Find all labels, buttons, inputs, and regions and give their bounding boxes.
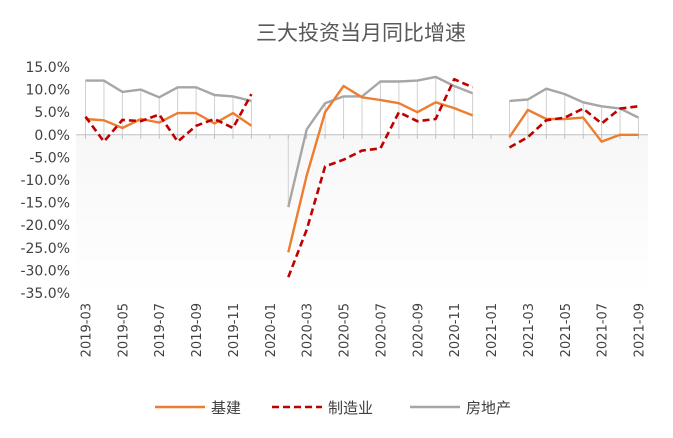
x-tick-label: 2019-03 bbox=[80, 303, 95, 357]
y-tick-label: -15.0% bbox=[20, 196, 70, 212]
y-tick-label: 10.0% bbox=[26, 83, 70, 99]
x-tick-label: 2020-09 bbox=[411, 303, 426, 357]
series-line-2 bbox=[287, 75, 474, 208]
y-tick-label: 15.0% bbox=[26, 60, 70, 76]
chart-title: 三大投资当月同比增速 bbox=[256, 21, 466, 45]
y-tick-label: -30.0% bbox=[20, 263, 70, 279]
legend-label: 房地产 bbox=[466, 399, 511, 417]
y-tick-label: -35.0% bbox=[20, 286, 70, 302]
y-tick-label: -20.0% bbox=[20, 218, 70, 234]
x-tick-label: 2020-07 bbox=[374, 303, 389, 357]
x-tick-label: 2019-07 bbox=[153, 303, 168, 357]
x-tick-label: 2021-07 bbox=[596, 303, 611, 357]
series-line-0 bbox=[85, 111, 253, 130]
series-line-1 bbox=[508, 105, 639, 149]
x-tick-label: 2020-05 bbox=[338, 303, 353, 357]
y-tick-label: -5.0% bbox=[29, 150, 70, 166]
legend-label: 基建 bbox=[211, 399, 241, 417]
y-tick-label: -10.0% bbox=[20, 173, 70, 189]
series-line-2 bbox=[85, 79, 252, 103]
plot-background bbox=[76, 134, 648, 293]
series-line-0 bbox=[508, 108, 639, 143]
series-line-0 bbox=[287, 84, 474, 253]
series-line-1 bbox=[84, 93, 253, 143]
x-tick-label: 2019-11 bbox=[227, 303, 242, 357]
series-line-1 bbox=[287, 77, 474, 278]
series-layer bbox=[84, 75, 640, 278]
x-tick-label: 2020-01 bbox=[264, 303, 279, 357]
below-zero-fill bbox=[76, 134, 648, 293]
series-line-2 bbox=[509, 87, 640, 119]
x-tick-label: 2021-01 bbox=[485, 303, 500, 357]
drop-lines bbox=[85, 76, 639, 208]
x-tick-label: 2020-11 bbox=[448, 303, 463, 357]
x-tick-label: 2020-03 bbox=[301, 303, 316, 357]
x-tick-label: 2021-03 bbox=[522, 303, 537, 357]
x-tick-label: 2021-05 bbox=[559, 303, 574, 357]
y-tick-label: 0.0% bbox=[34, 128, 70, 144]
axes: -35.0% -30.0% -25.0% -20.0% -15.0% -10.0% -5.0… bbox=[20, 60, 648, 357]
x-tick-label: 2019-09 bbox=[190, 303, 205, 357]
legend-label: 制造业 bbox=[328, 399, 373, 417]
x-tick-label: 2021-09 bbox=[633, 303, 648, 357]
x-tick-label: 2019-05 bbox=[116, 303, 131, 357]
legend: 基建 制造业 房地产 bbox=[155, 399, 511, 417]
y-tick-label: 5.0% bbox=[34, 105, 70, 121]
y-tick-label: -25.0% bbox=[20, 241, 70, 257]
